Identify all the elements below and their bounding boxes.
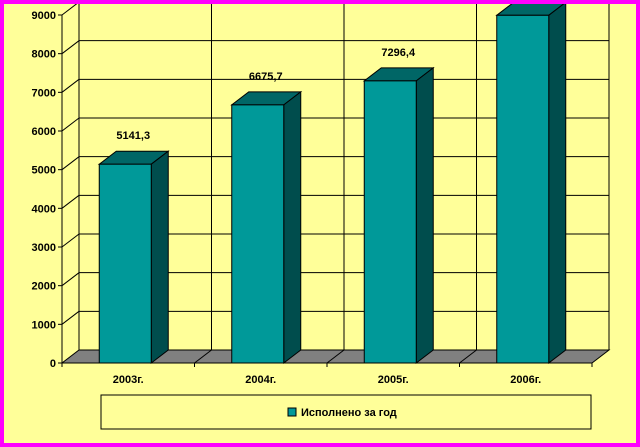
bar-3[interactable] bbox=[496, 14, 550, 364]
y-tick-label-6: 6000 bbox=[32, 126, 56, 138]
legend-swatch bbox=[287, 407, 297, 417]
side-gridline-7 bbox=[61, 78, 80, 93]
y-tick-label-8: 8000 bbox=[32, 49, 56, 61]
x-tick-label-3: 2006г. bbox=[510, 374, 541, 386]
bar-side-0 bbox=[150, 150, 169, 365]
x-tick-label-2: 2005г. bbox=[378, 374, 409, 386]
y-tick-label-5: 5000 bbox=[32, 165, 56, 177]
x-tick-label-1: 2004г. bbox=[245, 374, 276, 386]
bar-0[interactable] bbox=[98, 163, 152, 364]
bar-1[interactable] bbox=[231, 104, 285, 364]
bar-side-2 bbox=[415, 66, 434, 365]
y-tick-label-3: 3000 bbox=[32, 242, 56, 254]
floor-divider-2 bbox=[326, 349, 345, 364]
side-gridline-8 bbox=[61, 40, 80, 55]
floor-divider-3 bbox=[459, 349, 477, 364]
data-label-2: 7296,4 bbox=[381, 47, 416, 59]
data-label-1: 6675,7 bbox=[249, 71, 283, 83]
bar-2[interactable] bbox=[363, 80, 417, 364]
x-tick-label-0: 2003г. bbox=[113, 374, 144, 386]
y-tick-label-4: 4000 bbox=[32, 203, 56, 215]
chart-area: 0 1000 2000 3000 4000 5000 6000 7000 8000 9000 514… bbox=[4, 4, 636, 443]
y-tick-label-1: 1000 bbox=[32, 319, 56, 331]
bar-chart: 0 1000 2000 3000 4000 5000 6000 7000 8000 9000 514… bbox=[32, 4, 611, 430]
bar-side-1 bbox=[283, 90, 302, 365]
floor-divider-1 bbox=[194, 349, 212, 364]
data-label-0: 5141,3 bbox=[116, 130, 150, 142]
y-tick-label-2: 2000 bbox=[32, 281, 56, 293]
side-gridline-9 bbox=[61, 4, 78, 16]
y-tick-label-7: 7000 bbox=[32, 87, 56, 99]
side-gridline-1 bbox=[61, 310, 80, 325]
legend-box bbox=[100, 394, 592, 430]
side-gridline-6 bbox=[61, 117, 80, 132]
legend-label: Исполнено за год bbox=[301, 407, 397, 419]
side-gridline-3 bbox=[61, 233, 80, 248]
side-gridline-2 bbox=[61, 272, 80, 287]
side-gridline-5 bbox=[61, 156, 80, 171]
y-tick-label-0: 0 bbox=[50, 358, 56, 370]
y-tick-label-9: 9000 bbox=[32, 10, 56, 22]
side-gridline-4 bbox=[61, 194, 80, 209]
bar-side-3 bbox=[548, 4, 567, 365]
